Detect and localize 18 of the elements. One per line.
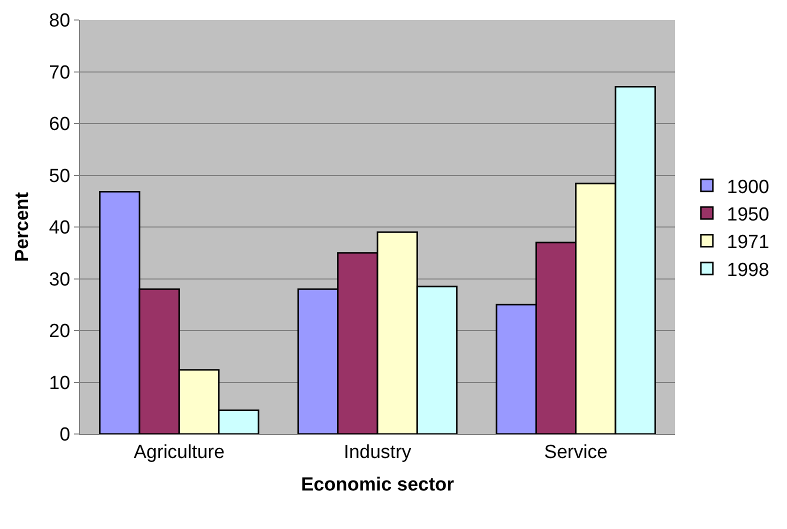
y-tick-label: 50 xyxy=(49,166,70,187)
legend-label: 1900 xyxy=(726,176,770,198)
x-tick-label: Service xyxy=(544,442,608,463)
y-tick-label: 60 xyxy=(49,114,70,136)
y-tick-label: 40 xyxy=(49,218,70,239)
legend-label: 1971 xyxy=(726,232,770,254)
y-tick-label: 80 xyxy=(49,10,70,32)
y-tick-label: 0 xyxy=(60,424,70,446)
legend-label: 1998 xyxy=(726,260,770,281)
y-axis-title: Percent xyxy=(12,191,33,262)
x-tick-label: Agriculture xyxy=(134,442,225,463)
y-tick-label: 70 xyxy=(49,62,70,84)
legend-label: 1950 xyxy=(726,204,770,226)
y-tick-label: 30 xyxy=(49,269,70,290)
y-tick-label: 10 xyxy=(49,372,70,394)
x-axis-title: Economic sector xyxy=(300,474,455,496)
y-tick-label: 20 xyxy=(49,321,70,342)
x-tick-label: Industry xyxy=(344,442,412,463)
